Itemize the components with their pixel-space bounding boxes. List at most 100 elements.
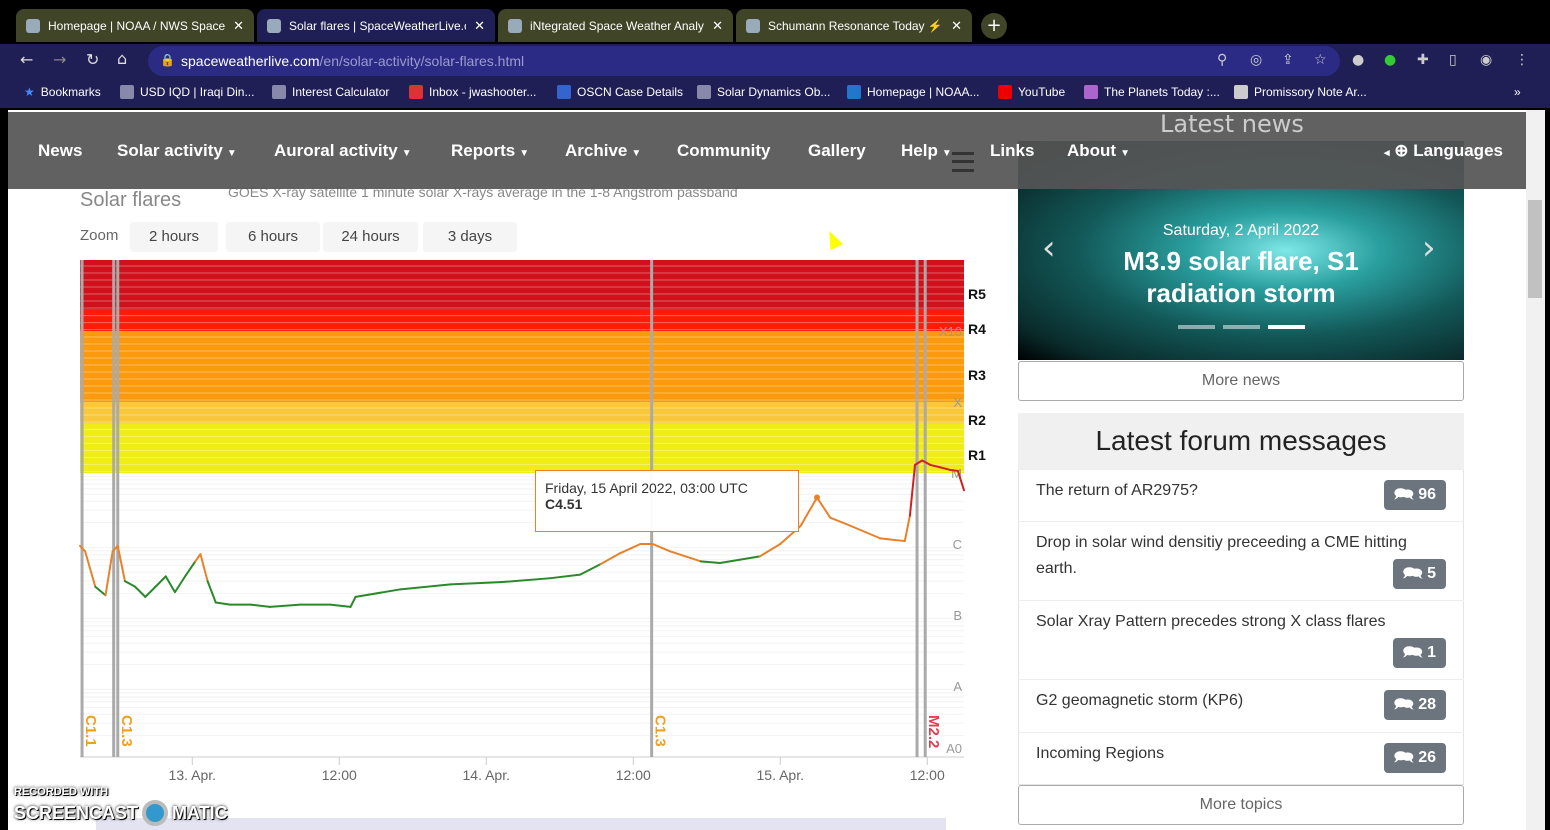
gmail-icon [409, 85, 423, 99]
close-tab-icon[interactable]: ✕ [474, 17, 485, 33]
nav-reports[interactable]: Reports ▼ [451, 141, 529, 161]
extensions-puzzle-icon[interactable]: ✚ [1417, 52, 1429, 68]
carousel-next-icon[interactable]: › [1422, 228, 1436, 268]
r-scale-band [80, 331, 964, 402]
forum-item[interactable]: Drop in solar wind densitiy preceeding a… [1018, 521, 1464, 600]
xray-flux-segment [929, 463, 942, 469]
more-topics-button[interactable]: More topics [1018, 785, 1464, 825]
forum-item[interactable]: G2 geomagnetic storm (KP6) 🗪 28 [1018, 679, 1464, 732]
nav-solar-activity[interactable]: Solar activity ▼ [117, 141, 237, 161]
xray-flux-chart[interactable]: R1 R2 R3 R4 R5 A0 A B C M X X10 13. Apr. 12:00 14. Apr… [0, 0, 1010, 830]
star-icon[interactable]: ☆ [1314, 52, 1327, 68]
close-tab-icon[interactable]: ✕ [951, 17, 962, 33]
forum-item[interactable]: The return of AR2975? 🗪 96 [1018, 469, 1464, 521]
forum-item-title[interactable]: G2 geomagnetic storm (KP6) [1036, 692, 1244, 709]
close-tab-icon[interactable]: ✕ [233, 17, 244, 33]
star-icon: ★ [24, 85, 35, 99]
r-scale-label-r2: R2 [968, 412, 986, 428]
lock-icon[interactable]: 🔒 [160, 53, 175, 67]
nav-about[interactable]: About ▼ [1067, 141, 1130, 161]
xray-flux-segment [354, 588, 402, 598]
xray-flux-segment [134, 585, 147, 598]
r-scale-label-r3: R3 [968, 367, 986, 383]
tab-solar-flares[interactable]: Solar flares | SpaceWeatherLive.c ✕ [257, 9, 495, 42]
bookmark-interest-calculator[interactable]: Interest Calculator [272, 85, 389, 99]
chart-menu-icon[interactable] [952, 152, 974, 172]
more-bookmarks[interactable]: » [1514, 85, 1521, 99]
planets-icon [1084, 85, 1098, 99]
forum-item-title[interactable]: Incoming Regions [1036, 745, 1165, 762]
carousel-prev-icon[interactable]: ‹ [1042, 228, 1056, 268]
r-scale-band [80, 309, 964, 331]
forum-item-title[interactable]: The return of AR2975? [1036, 482, 1198, 499]
nav-news[interactable]: News [38, 141, 82, 161]
page-title: Solar flares [80, 189, 182, 211]
r-scale-band [80, 402, 964, 424]
bookmark-bookmarks[interactable]: ★ Bookmarks [24, 85, 101, 99]
bookmark-planets[interactable]: The Planets Today :... [1084, 85, 1220, 99]
bookmark-youtube[interactable]: YouTube [998, 85, 1065, 99]
tab-iswa[interactable]: iNtegrated Space Weather Analy ✕ [498, 9, 733, 42]
nav-auroral-activity[interactable]: Auroral activity ▼ [274, 141, 412, 161]
schumann-favicon-icon [746, 18, 760, 33]
xray-flux-segment [123, 580, 137, 588]
zoom-label: Zoom [80, 227, 119, 244]
bookmark-usd-iqd[interactable]: USD IQD | Iraqi Din... [120, 85, 254, 99]
chart-tooltip: Friday, 15 April 2022, 03:00 UTC C4.51 [535, 470, 799, 532]
extension-w-icon[interactable]: ● [1352, 52, 1365, 68]
languages-menu[interactable]: ◂ ⊕ Languages [1384, 141, 1503, 160]
forum-item[interactable]: Solar Xray Pattern precedes strong X cla… [1018, 600, 1464, 679]
tab-schumann[interactable]: Schumann Resonance Today ⚡ ✕ [736, 9, 972, 42]
reply-count-badge: 🗪 28 [1383, 690, 1446, 720]
bookmark-inbox[interactable]: Inbox - jwashooter... [409, 85, 536, 99]
eye-off-icon[interactable]: ◎ [1250, 52, 1263, 68]
bookmarks-bar [0, 78, 1550, 108]
forum-item[interactable]: Incoming Regions 🗪 26 [1018, 732, 1464, 784]
menu-kebab-icon[interactable]: ⋮ [1515, 52, 1529, 68]
zoom-24-hours-button[interactable]: 24 hours [323, 222, 418, 252]
reply-count-badge: 🗪 26 [1383, 743, 1446, 773]
bookmark-sdo[interactable]: Solar Dynamics Ob... [697, 85, 830, 99]
reply-count: 28 [1418, 696, 1436, 713]
bookmark-noaa[interactable]: Homepage | NOAA... [847, 85, 980, 99]
zoom-3-days-button[interactable]: 3 days [423, 222, 517, 252]
extension-check-icon[interactable]: ● [1384, 52, 1397, 68]
bookmark-label: YouTube [1018, 85, 1066, 99]
zoom-6-hours-button[interactable]: 6 hours [226, 222, 320, 252]
reload-icon[interactable]: ↻ [86, 50, 100, 69]
profile-avatar[interactable]: ◉ [1480, 52, 1493, 68]
xray-flux-segment [758, 543, 782, 558]
bookmark-label: Bookmarks [40, 85, 101, 99]
back-icon[interactable]: ← [20, 50, 34, 69]
bookmark-promissory[interactable]: Promissory Note Ar... [1234, 85, 1367, 99]
scrollbar-thumb[interactable] [1528, 200, 1542, 298]
nav-archive[interactable]: Archive ▼ [565, 141, 641, 161]
carousel-indicator-active[interactable] [1268, 325, 1305, 329]
nav-gallery[interactable]: Gallery [808, 141, 866, 161]
nav-label: Help [901, 141, 938, 160]
share-icon[interactable]: ⇪ [1282, 52, 1294, 68]
home-icon[interactable]: ⌂ [117, 49, 128, 68]
forum-item-title[interactable]: Solar Xray Pattern precedes strong X cla… [1036, 613, 1386, 630]
nav-community[interactable]: Community [677, 141, 771, 161]
carousel-indicator[interactable] [1223, 325, 1260, 329]
more-news-button[interactable]: More news [1018, 361, 1464, 401]
nav-links[interactable]: Links [990, 141, 1034, 161]
watermark-line3: MATIC [172, 803, 228, 823]
bookmark-oscn[interactable]: OSCN Case Details [557, 85, 683, 99]
news-headline[interactable]: M3.9 solar flare, S1 radiation storm [1123, 246, 1359, 308]
nav-help[interactable]: Help ▼ [901, 141, 952, 161]
carousel-indicator[interactable] [1178, 325, 1215, 329]
new-tab-button[interactable]: + [981, 13, 1007, 39]
close-tab-icon[interactable]: ✕ [712, 17, 723, 33]
tab-noaa[interactable]: Homepage | NOAA / NWS Space ✕ [16, 9, 254, 42]
side-panel-icon[interactable]: ▯ [1449, 52, 1457, 68]
address-bar[interactable]: spaceweatherlive.com/en/solar-activity/s… [148, 46, 1340, 76]
zoom-icon[interactable]: ⚲ [1217, 52, 1228, 68]
forum-item-title[interactable]: Drop in solar wind densitiy preceeding a… [1036, 534, 1407, 577]
y-tick-b: B [953, 608, 962, 623]
x-tick-label: 12:00 [910, 767, 945, 783]
xray-flux-segment [549, 573, 582, 580]
zoom-2-hours-button[interactable]: 2 hours [130, 222, 218, 252]
forward-icon[interactable]: → [53, 50, 67, 69]
